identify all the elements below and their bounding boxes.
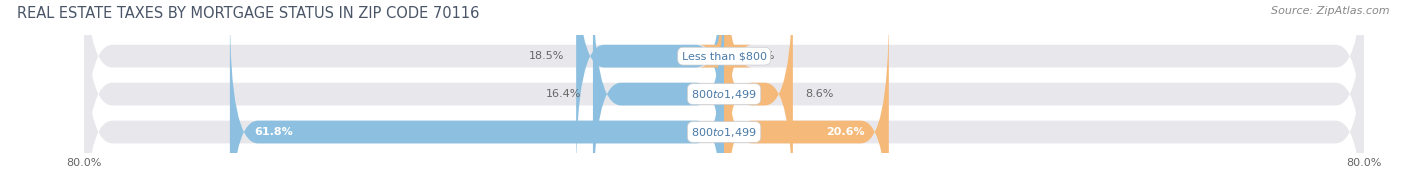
Text: $800 to $1,499: $800 to $1,499 [692,125,756,139]
Text: 61.8%: 61.8% [254,127,292,137]
Text: $800 to $1,499: $800 to $1,499 [692,88,756,101]
FancyBboxPatch shape [84,0,1364,196]
FancyBboxPatch shape [699,0,752,178]
Text: 0.34%: 0.34% [738,51,775,61]
FancyBboxPatch shape [231,11,724,196]
Text: 18.5%: 18.5% [529,51,564,61]
FancyBboxPatch shape [593,0,724,196]
Text: REAL ESTATE TAXES BY MORTGAGE STATUS IN ZIP CODE 70116: REAL ESTATE TAXES BY MORTGAGE STATUS IN … [17,6,479,21]
FancyBboxPatch shape [724,0,793,196]
Text: 8.6%: 8.6% [804,89,834,99]
Legend: Without Mortgage, With Mortgage: Without Mortgage, With Mortgage [603,193,845,196]
FancyBboxPatch shape [84,0,1364,178]
Text: Source: ZipAtlas.com: Source: ZipAtlas.com [1271,6,1389,16]
Text: 20.6%: 20.6% [827,127,865,137]
Text: 16.4%: 16.4% [546,89,581,99]
FancyBboxPatch shape [84,11,1364,196]
FancyBboxPatch shape [724,11,889,196]
Text: Less than $800: Less than $800 [682,51,766,61]
FancyBboxPatch shape [576,0,724,178]
